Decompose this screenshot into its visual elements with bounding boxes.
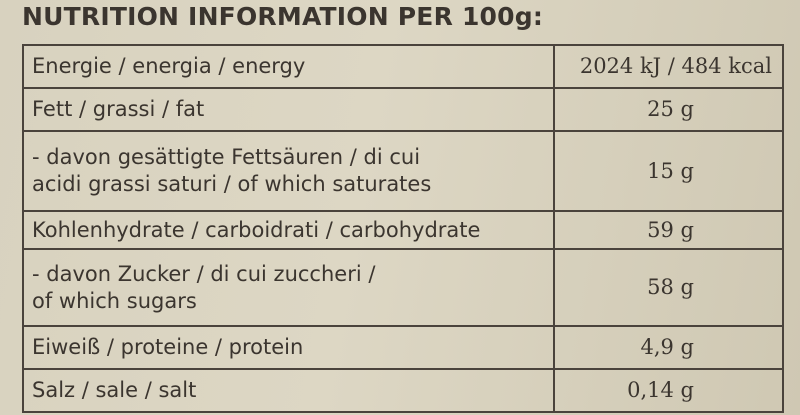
nutrient-label: of which sugars [32, 288, 197, 313]
table-row: Energie / energia / energy 2024 kJ / 484 … [24, 46, 784, 89]
nutrition-table: Energie / energia / energy 2024 kJ / 484 … [22, 44, 784, 413]
amount-value: 2024 kJ / 484 kcal [555, 46, 784, 87]
label-title: NUTRITION INFORMATION PER 100g: [22, 2, 544, 31]
nutrient-cell: Salz / sale / salt [24, 370, 555, 411]
nutrient-label: - davon Zucker / di cui zuccheri / [32, 261, 376, 286]
amount-value: 0,14 g [555, 370, 784, 411]
nutrient-cell: - davon gesättigte Fettsäuren / di cui ac… [24, 132, 555, 210]
amount-value: 58 g [555, 250, 784, 325]
table-row: Fett / grassi / fat 25 g [24, 89, 784, 132]
nutrient-cell: Fett / grassi / fat [24, 89, 555, 130]
table-row: - davon Zucker / di cui zuccheri / of whi… [24, 250, 784, 327]
nutrient-cell: - davon Zucker / di cui zuccheri / of whi… [24, 250, 555, 325]
amount-value: 25 g [555, 89, 784, 130]
nutrient-cell: Energie / energia / energy [24, 46, 555, 87]
table-row: Kohlenhydrate / carboidrati / carbohydra… [24, 212, 784, 250]
nutrient-label: Eiweiß / proteine / protein [32, 335, 304, 359]
amount-value: 59 g [555, 212, 784, 248]
nutrient-cell: Kohlenhydrate / carboidrati / carbohydra… [24, 212, 555, 248]
nutrient-label: Kohlenhydrate / carboidrati / carbohydra… [32, 217, 481, 242]
amount-value: 15 g [555, 132, 784, 210]
nutrient-label: Salz / sale / salt [32, 378, 197, 402]
table-row: Salz / sale / salt 0,14 g [24, 370, 784, 413]
nutrient-label: Fett / grassi / fat [32, 97, 205, 121]
amount-value: 4,9 g [555, 327, 784, 368]
nutrient-label: Energie / energia / energy [32, 54, 306, 78]
nutrient-label: acidi grassi saturi / of which saturates [32, 172, 432, 196]
table-row: - davon gesättigte Fettsäuren / di cui ac… [24, 132, 784, 212]
nutrient-label: - davon gesättigte Fettsäuren / di cui [32, 145, 421, 169]
table-row: Eiweiß / proteine / protein 4,9 g [24, 327, 784, 370]
nutrient-cell: Eiweiß / proteine / protein [24, 327, 555, 368]
